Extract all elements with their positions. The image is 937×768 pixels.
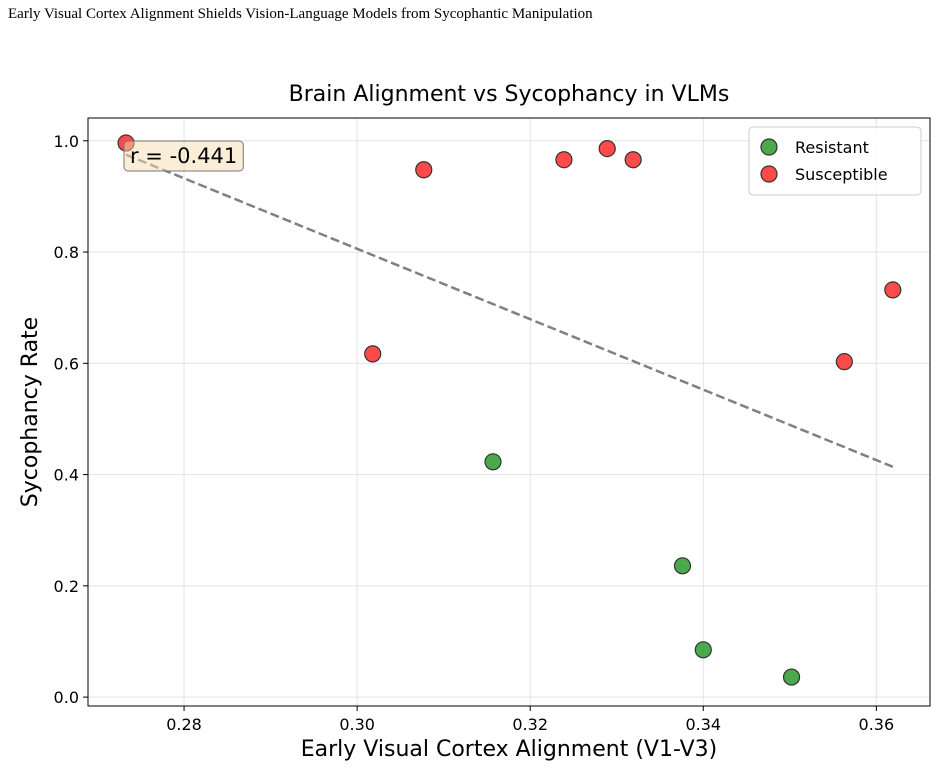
point [555,151,573,169]
x-tick-label: 0.36 [859,715,895,734]
y-tick-label: 0.4 [54,466,79,485]
point [598,139,616,158]
y-tick-label: 0.6 [54,354,79,373]
x-tick-label: 0.34 [685,715,721,734]
plot-frame [87,117,931,707]
point [782,668,801,686]
point [884,281,902,299]
x-axis-label: Early Visual Cortex Alignment (V1-V3) [301,737,718,762]
trend-line [125,153,894,468]
annotation-box [123,140,244,172]
point [364,345,382,363]
y-axis-label: Sycophancy Rate [18,317,43,507]
x-tick-label: 0.28 [166,715,202,734]
point [835,353,853,371]
point [415,161,433,179]
annotation: r = -0.441 [130,144,237,168]
y-tick-label: 0.0 [54,688,79,707]
chart-title: Brain Alignment vs Sycophancy in VLMs [289,82,730,107]
y-tick-label: 1.0 [54,132,79,151]
y-tick-label: 0.2 [54,577,79,596]
x-tick-label: 0.32 [512,715,548,734]
y-tick-label: 0.8 [54,243,79,262]
legend-marker [760,138,778,156]
legend-label: Susceptible [795,165,888,184]
point [484,453,502,471]
legend-label: Resistant [795,138,869,157]
point [673,557,692,575]
x-tick-label: 0.30 [339,715,375,734]
point [694,641,712,659]
point [624,151,642,169]
legend-marker [760,165,778,183]
running-header: Early Visual Cortex Alignment Shields Vi… [8,6,593,22]
legend-box [748,126,922,196]
